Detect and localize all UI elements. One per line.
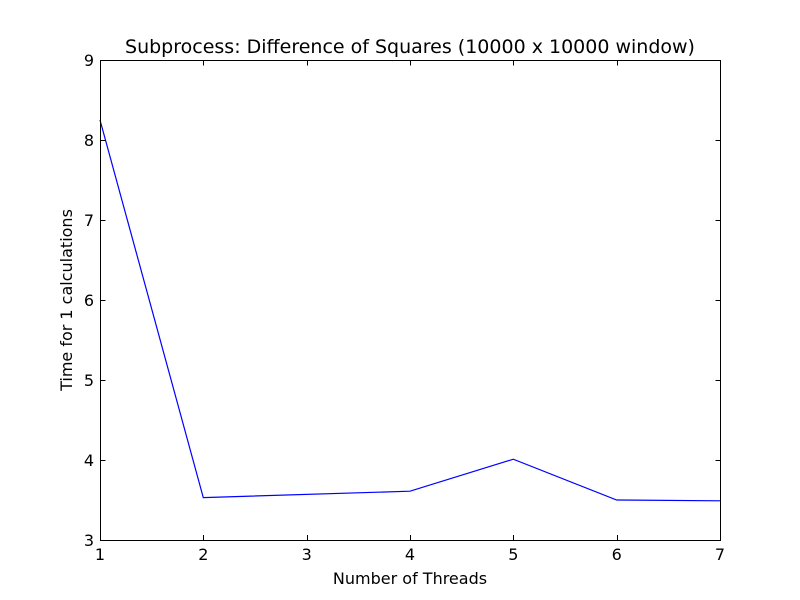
x-tick-label: 5	[508, 545, 518, 564]
y-tick-label: 3	[84, 531, 94, 550]
plot-frame	[100, 60, 721, 541]
y-axis-label: Time for 1 calculations	[57, 209, 76, 392]
x-tick-label: 6	[612, 545, 622, 564]
y-tick-label: 5	[84, 371, 94, 390]
y-tick-label: 4	[84, 451, 94, 470]
y-tick-label: 7	[84, 211, 94, 230]
series-layer	[99, 119, 721, 502]
x-tick-label: 3	[302, 545, 312, 564]
chart-title: Subprocess: Difference of Squares (10000…	[125, 36, 695, 58]
x-tick-label: 4	[405, 545, 415, 564]
y-tick-label: 6	[84, 291, 94, 310]
y-axis-ticks: 3 4 5 6 7 8 9	[84, 51, 721, 550]
y-tick-label: 9	[84, 51, 94, 70]
x-axis-label: Number of Threads	[333, 569, 487, 588]
x-tick-label: 1	[95, 545, 105, 564]
series-line	[99, 119, 721, 502]
x-axis-ticks: 1 2 3 4 5 6 7	[95, 60, 725, 564]
x-tick-label: 2	[198, 545, 208, 564]
y-tick-label: 8	[84, 131, 94, 150]
x-tick-label: 7	[715, 545, 725, 564]
